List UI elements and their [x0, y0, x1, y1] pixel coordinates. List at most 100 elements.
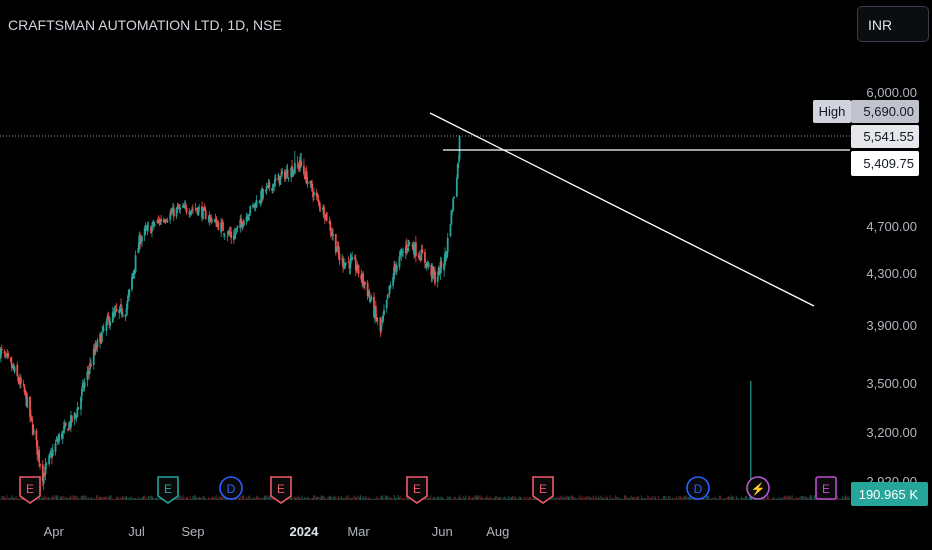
volume-bar — [530, 496, 532, 500]
volume-bar — [609, 495, 611, 500]
candle-body — [64, 422, 67, 427]
volume-bar — [386, 495, 387, 500]
candle-body — [106, 316, 109, 321]
volume-bar — [591, 496, 593, 500]
volume-bar — [13, 497, 14, 500]
candle-body — [38, 449, 41, 463]
volume-bar — [215, 495, 217, 500]
volume-bar — [517, 498, 519, 500]
earnings-marker[interactable] — [532, 476, 554, 504]
volume-bar — [770, 498, 772, 500]
candle-body — [248, 213, 251, 216]
candle-body — [265, 186, 268, 191]
candle-body — [83, 382, 86, 388]
volume-bar — [442, 497, 443, 500]
candle-body — [30, 414, 32, 416]
candle-body — [293, 170, 295, 172]
candle-body — [380, 325, 383, 331]
candle-body — [323, 218, 326, 220]
price-axis-label: 6,000.00 — [866, 85, 917, 100]
volume-bar — [291, 495, 293, 500]
volume-bar — [800, 495, 802, 500]
split-marker[interactable] — [746, 476, 770, 500]
candle-body — [209, 215, 212, 217]
volume-bar — [559, 497, 560, 500]
dividend-marker[interactable] — [686, 476, 710, 500]
volume-bar — [848, 498, 850, 500]
candle-body — [414, 243, 416, 256]
currency-button[interactable]: INR — [857, 6, 929, 42]
volume-bar — [793, 498, 794, 500]
volume-bar — [1, 495, 3, 500]
volume-bar — [843, 497, 845, 500]
candle-body — [210, 217, 213, 223]
volume-bar — [516, 498, 517, 500]
volume-bar — [313, 495, 315, 500]
candle-body — [89, 362, 91, 370]
volume-bar — [70, 495, 72, 500]
volume-bar — [596, 497, 598, 500]
volume-bar — [131, 496, 133, 500]
event-markers: E E D E E E D ⚡ E — [19, 476, 837, 504]
candle-body — [68, 422, 71, 429]
earnings_future-marker[interactable] — [815, 476, 837, 500]
candle-body — [232, 235, 235, 240]
candle-body — [208, 216, 211, 221]
volume-bar — [586, 496, 588, 500]
volume-bar — [59, 495, 61, 500]
volume-bar — [299, 497, 300, 500]
volume-bar — [482, 497, 484, 500]
candle-body — [338, 252, 341, 261]
volume-bar — [120, 497, 122, 500]
volume-bar — [358, 496, 360, 500]
candle-body — [18, 380, 21, 384]
volume-bar — [258, 496, 260, 500]
volume-bar — [96, 495, 98, 500]
candle-body — [80, 397, 82, 410]
volume-bar — [656, 498, 658, 500]
candle-body — [450, 210, 453, 225]
candle-body — [29, 396, 31, 417]
volume-bar — [65, 498, 66, 500]
volume-bar — [365, 495, 367, 500]
candle-body — [341, 258, 344, 260]
dividend-marker[interactable] — [219, 476, 243, 500]
candle-body — [452, 198, 455, 211]
volume-bar — [730, 495, 732, 500]
volume-bar — [572, 495, 573, 500]
candle-body — [192, 208, 194, 210]
earnings-marker[interactable] — [406, 476, 428, 504]
candle-body — [95, 346, 98, 350]
candle-body — [277, 174, 280, 181]
volume-bar — [670, 498, 672, 500]
volume-bar — [581, 497, 582, 500]
earnings-marker[interactable] — [270, 476, 292, 504]
candle-body — [324, 214, 327, 219]
candle-body — [157, 219, 160, 221]
candle-body — [362, 273, 364, 285]
earnings-marker[interactable] — [19, 476, 41, 504]
candle-body — [432, 266, 435, 273]
volume-bar — [747, 497, 749, 500]
volume-bar — [497, 497, 499, 500]
candle-body — [373, 297, 375, 317]
volume-bar — [361, 497, 363, 500]
volume-bar — [608, 498, 610, 500]
volume-bar — [50, 497, 52, 500]
candle-body — [266, 184, 269, 187]
candle-body — [213, 219, 216, 222]
dividend-marker-label: D — [227, 482, 236, 496]
volume-bar — [115, 496, 117, 500]
volume-bar — [677, 498, 679, 500]
volume-bar — [110, 495, 112, 500]
candle-body — [182, 205, 184, 208]
candle-body — [124, 314, 127, 318]
volume-bar — [48, 497, 49, 500]
candle-body — [236, 225, 239, 228]
volume-bar — [180, 495, 182, 500]
volume-bar — [607, 497, 608, 500]
earnings_green-marker[interactable] — [157, 476, 179, 504]
candle-body — [375, 316, 378, 322]
volume-bar — [435, 498, 437, 500]
